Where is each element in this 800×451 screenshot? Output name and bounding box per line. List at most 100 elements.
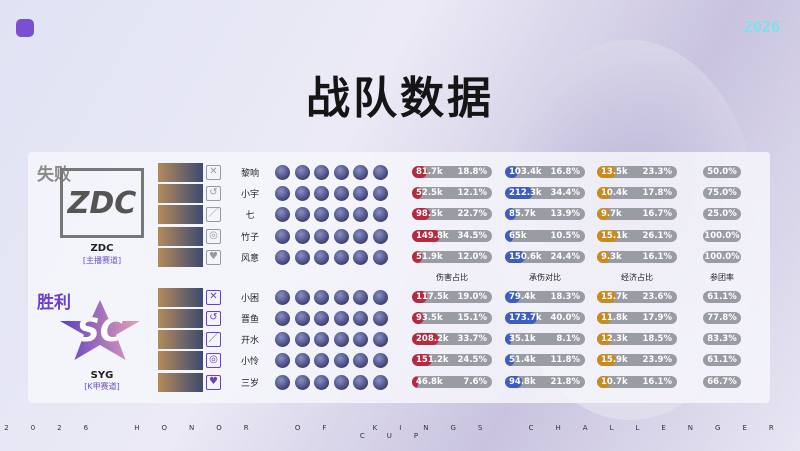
farm-lane-icon: ◎ <box>206 229 221 244</box>
damage-bar-fill <box>412 291 428 303</box>
damage-bar: 93.5k 15.1% <box>412 312 492 324</box>
damage-bar-fill <box>412 251 422 263</box>
tanked-bar: 212.3k 34.4% <box>505 187 585 199</box>
item-icon <box>294 353 310 368</box>
item-icon <box>314 165 329 180</box>
item-icon <box>372 165 388 180</box>
item-icon <box>275 353 290 368</box>
item-icon <box>294 165 310 180</box>
player-row: ♥ 三岁 46.8k 7.6% 94.8k 21.8% 10.7k 16.1% 66.7% <box>158 373 778 392</box>
economy-percent: 16.1% <box>642 252 673 262</box>
damage-percent: 22.7% <box>457 209 488 219</box>
tanked-value: 173.7k <box>509 313 542 323</box>
tanked-percent: 11.8% <box>550 355 581 365</box>
damage-percent: 12.0% <box>457 252 488 262</box>
item-icon <box>353 311 368 326</box>
item-icon <box>333 250 349 265</box>
participation-bar: 61.1% <box>703 291 741 303</box>
damage-percent: 18.8% <box>457 167 488 177</box>
damage-bar: 151.2k 24.5% <box>412 354 492 366</box>
team-logo-zdc: ZDC <box>60 168 144 238</box>
economy-bar: 15.7k 23.6% <box>597 291 677 303</box>
damage-value: 51.9k <box>416 252 443 262</box>
economy-percent: 16.1% <box>642 377 673 387</box>
damage-percent: 19.0% <box>457 292 488 302</box>
item-icon <box>372 250 388 265</box>
damage-bar-fill <box>412 312 425 324</box>
item-icon <box>333 165 349 180</box>
item-icon <box>314 332 329 347</box>
item-icon <box>314 207 329 222</box>
tanked-value: 65k <box>509 231 527 241</box>
tanked-percent: 16.8% <box>550 167 581 177</box>
economy-bar-fill <box>597 166 616 178</box>
team-name: SYG <box>90 370 114 381</box>
player-row: ✕ 黎响 81.7k 18.8% 103.4k 16.8% 13.5k 23.3% 50.0% <box>158 163 778 182</box>
player-row: ✕ 小困 117.5k 19.0% 79.4k 18.3% 15.7k 23.6% 61.1% <box>158 288 778 307</box>
item-icon <box>294 250 310 265</box>
tanked-bar-fill <box>505 187 533 199</box>
tanked-percent: 40.0% <box>550 313 581 323</box>
economy-bar: 13.5k 23.3% <box>597 166 677 178</box>
damage-value: 81.7k <box>416 167 443 177</box>
tanked-value: 79.4k <box>509 292 536 302</box>
economy-percent: 16.7% <box>642 209 673 219</box>
tanked-value: 150.6k <box>509 252 542 262</box>
tanked-bar-fill <box>505 251 525 263</box>
tanked-bar: 35.1k 8.1% <box>505 333 585 345</box>
hero-portrait <box>158 288 203 307</box>
tanked-bar-fill <box>505 333 512 345</box>
item-icon <box>333 353 349 368</box>
item-icon <box>372 353 388 368</box>
item-icon <box>314 186 329 201</box>
damage-bar: 117.5k 19.0% <box>412 291 492 303</box>
player-name: 小怜 <box>240 357 259 367</box>
damage-bar-fill <box>412 354 432 366</box>
hero-portrait <box>158 351 203 370</box>
clash-lane-icon: ↺ <box>206 311 221 326</box>
economy-bar-fill <box>597 291 616 303</box>
participation-bar: 100.0% <box>703 251 741 263</box>
participation-bar: 100.0% <box>703 230 741 242</box>
item-icon <box>294 186 310 201</box>
economy-bar: 10.7k 16.1% <box>597 376 677 388</box>
damage-value: 46.8k <box>416 377 443 387</box>
economy-bar: 10.4k 17.8% <box>597 187 677 199</box>
economy-bar: 9.7k 16.7% <box>597 208 677 220</box>
participation-bar: 83.3% <box>703 333 741 345</box>
item-icon <box>353 332 368 347</box>
item-icon <box>353 353 368 368</box>
economy-percent: 18.5% <box>642 334 673 344</box>
item-icon <box>353 229 368 244</box>
item-icon <box>275 165 290 180</box>
tanked-bar: 65k 10.5% <box>505 230 585 242</box>
item-icon <box>294 207 310 222</box>
item-icon <box>314 229 329 244</box>
item-icon <box>275 290 290 305</box>
damage-value: 208.2k <box>416 334 449 344</box>
item-icon <box>275 229 290 244</box>
economy-bar: 11.8k 17.9% <box>597 312 677 324</box>
hero-portrait <box>158 330 203 349</box>
mid-lane-icon: ／ <box>206 332 221 347</box>
app-logo-icon <box>16 19 34 37</box>
hero-portrait <box>158 309 203 328</box>
damage-bar-fill <box>412 187 422 199</box>
item-icon <box>294 229 310 244</box>
header-economy: 经济占比 <box>621 273 653 282</box>
hero-portrait <box>158 163 203 182</box>
item-icon <box>275 311 290 326</box>
player-name: 小宇 <box>240 190 259 200</box>
item-icon <box>314 375 329 390</box>
player-name: 竹子 <box>240 233 259 243</box>
page-title: 战队数据 <box>306 73 494 124</box>
economy-value: 13.5k <box>601 167 628 177</box>
damage-bar-fill <box>412 208 431 220</box>
damage-bar: 149.8k 34.5% <box>412 230 492 242</box>
item-icon <box>353 207 368 222</box>
player-name: 晋鱼 <box>240 315 259 325</box>
player-name: 三岁 <box>240 379 259 389</box>
economy-value: 9.7k <box>601 209 622 219</box>
damage-value: 117.5k <box>416 292 449 302</box>
item-icon <box>314 311 329 326</box>
